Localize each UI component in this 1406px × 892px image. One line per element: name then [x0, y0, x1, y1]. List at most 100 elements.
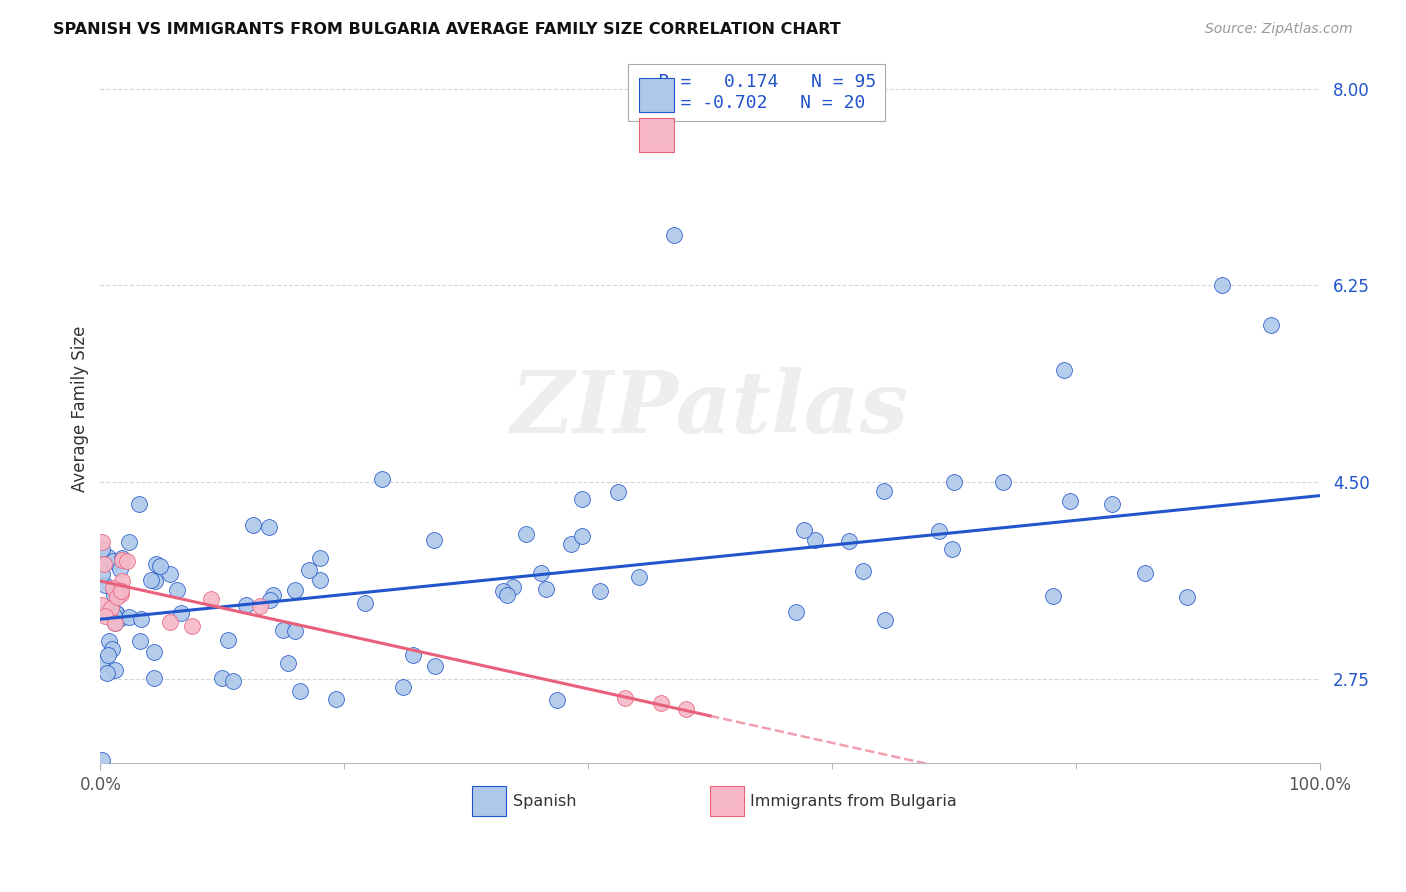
Point: [104, 607, 127, 621]
Point: [606, 484, 628, 499]
Point: [101, 582, 124, 596]
Point: [166, 582, 188, 597]
Point: [941, 541, 963, 556]
Point: [128, 634, 150, 648]
Point: [139, 573, 162, 587]
Point: [571, 492, 593, 507]
Point: [110, 587, 132, 601]
Point: [1042, 590, 1064, 604]
Point: [91, 567, 114, 582]
Text: R =   0.174   N = 95
  R = -0.702   N = 20: R = 0.174 N = 95 R = -0.702 N = 20: [637, 73, 876, 112]
Point: [103, 554, 125, 568]
Point: [103, 609, 125, 624]
Point: [115, 554, 138, 568]
Point: [249, 599, 271, 613]
Point: [495, 589, 517, 603]
Point: [96, 665, 118, 680]
Point: [1133, 566, 1156, 581]
Point: [391, 681, 413, 695]
Point: [100, 601, 122, 615]
Point: [298, 563, 321, 577]
Point: [262, 588, 284, 602]
Point: [98, 633, 121, 648]
Point: [118, 610, 141, 624]
FancyBboxPatch shape: [710, 787, 744, 816]
Point: [423, 533, 446, 547]
Point: [217, 633, 239, 648]
Point: [159, 615, 181, 629]
Point: [90, 657, 112, 671]
Point: [1211, 278, 1233, 293]
Point: [108, 562, 131, 576]
Point: [145, 557, 167, 571]
Point: [94, 605, 117, 619]
Point: [94, 608, 117, 623]
Point: [259, 592, 281, 607]
Point: [104, 663, 127, 677]
Point: [110, 583, 132, 598]
Text: Immigrants from Bulgaria: Immigrants from Bulgaria: [751, 794, 957, 809]
Point: [104, 615, 127, 630]
Y-axis label: Average Family Size: Average Family Size: [72, 326, 89, 492]
Point: [222, 674, 245, 689]
Point: [101, 642, 124, 657]
Point: [111, 550, 134, 565]
Point: [571, 528, 593, 542]
Point: [142, 671, 165, 685]
Point: [112, 780, 135, 794]
Point: [804, 533, 827, 548]
Point: [90, 534, 112, 549]
Point: [423, 659, 446, 673]
Point: [662, 227, 685, 242]
Point: [110, 611, 132, 625]
Point: [288, 684, 311, 698]
Point: [1059, 493, 1081, 508]
Point: [277, 657, 299, 671]
Text: Source: ZipAtlas.com: Source: ZipAtlas.com: [1205, 22, 1353, 37]
Point: [613, 690, 636, 705]
Point: [534, 582, 557, 597]
Point: [235, 598, 257, 612]
Point: [785, 605, 807, 619]
Point: [928, 524, 950, 539]
Point: [838, 534, 860, 549]
Point: [502, 580, 524, 594]
Point: [94, 577, 117, 591]
Point: [143, 645, 166, 659]
Point: [402, 648, 425, 662]
Point: [129, 611, 152, 625]
FancyBboxPatch shape: [640, 118, 673, 153]
Point: [492, 583, 515, 598]
Point: [170, 606, 193, 620]
Point: [90, 599, 112, 613]
Point: [354, 596, 377, 610]
Point: [675, 701, 697, 715]
Point: [149, 558, 172, 573]
Point: [118, 535, 141, 549]
Point: [991, 475, 1014, 490]
Point: [90, 542, 112, 557]
Point: [242, 518, 264, 533]
Point: [627, 570, 650, 584]
Point: [793, 524, 815, 538]
Point: [873, 483, 896, 498]
Point: [371, 472, 394, 486]
Point: [93, 557, 115, 571]
FancyBboxPatch shape: [640, 78, 673, 112]
Point: [110, 552, 132, 566]
Point: [530, 566, 553, 581]
Point: [308, 550, 330, 565]
Point: [873, 613, 896, 627]
Point: [111, 574, 134, 589]
Point: [103, 607, 125, 621]
Point: [159, 567, 181, 582]
Point: [1260, 318, 1282, 332]
Point: [308, 573, 330, 587]
Point: [105, 606, 128, 620]
Point: [105, 771, 128, 785]
Point: [128, 497, 150, 511]
Point: [325, 692, 347, 706]
Point: [1175, 590, 1198, 604]
Point: [1053, 363, 1076, 377]
Point: [1101, 497, 1123, 511]
